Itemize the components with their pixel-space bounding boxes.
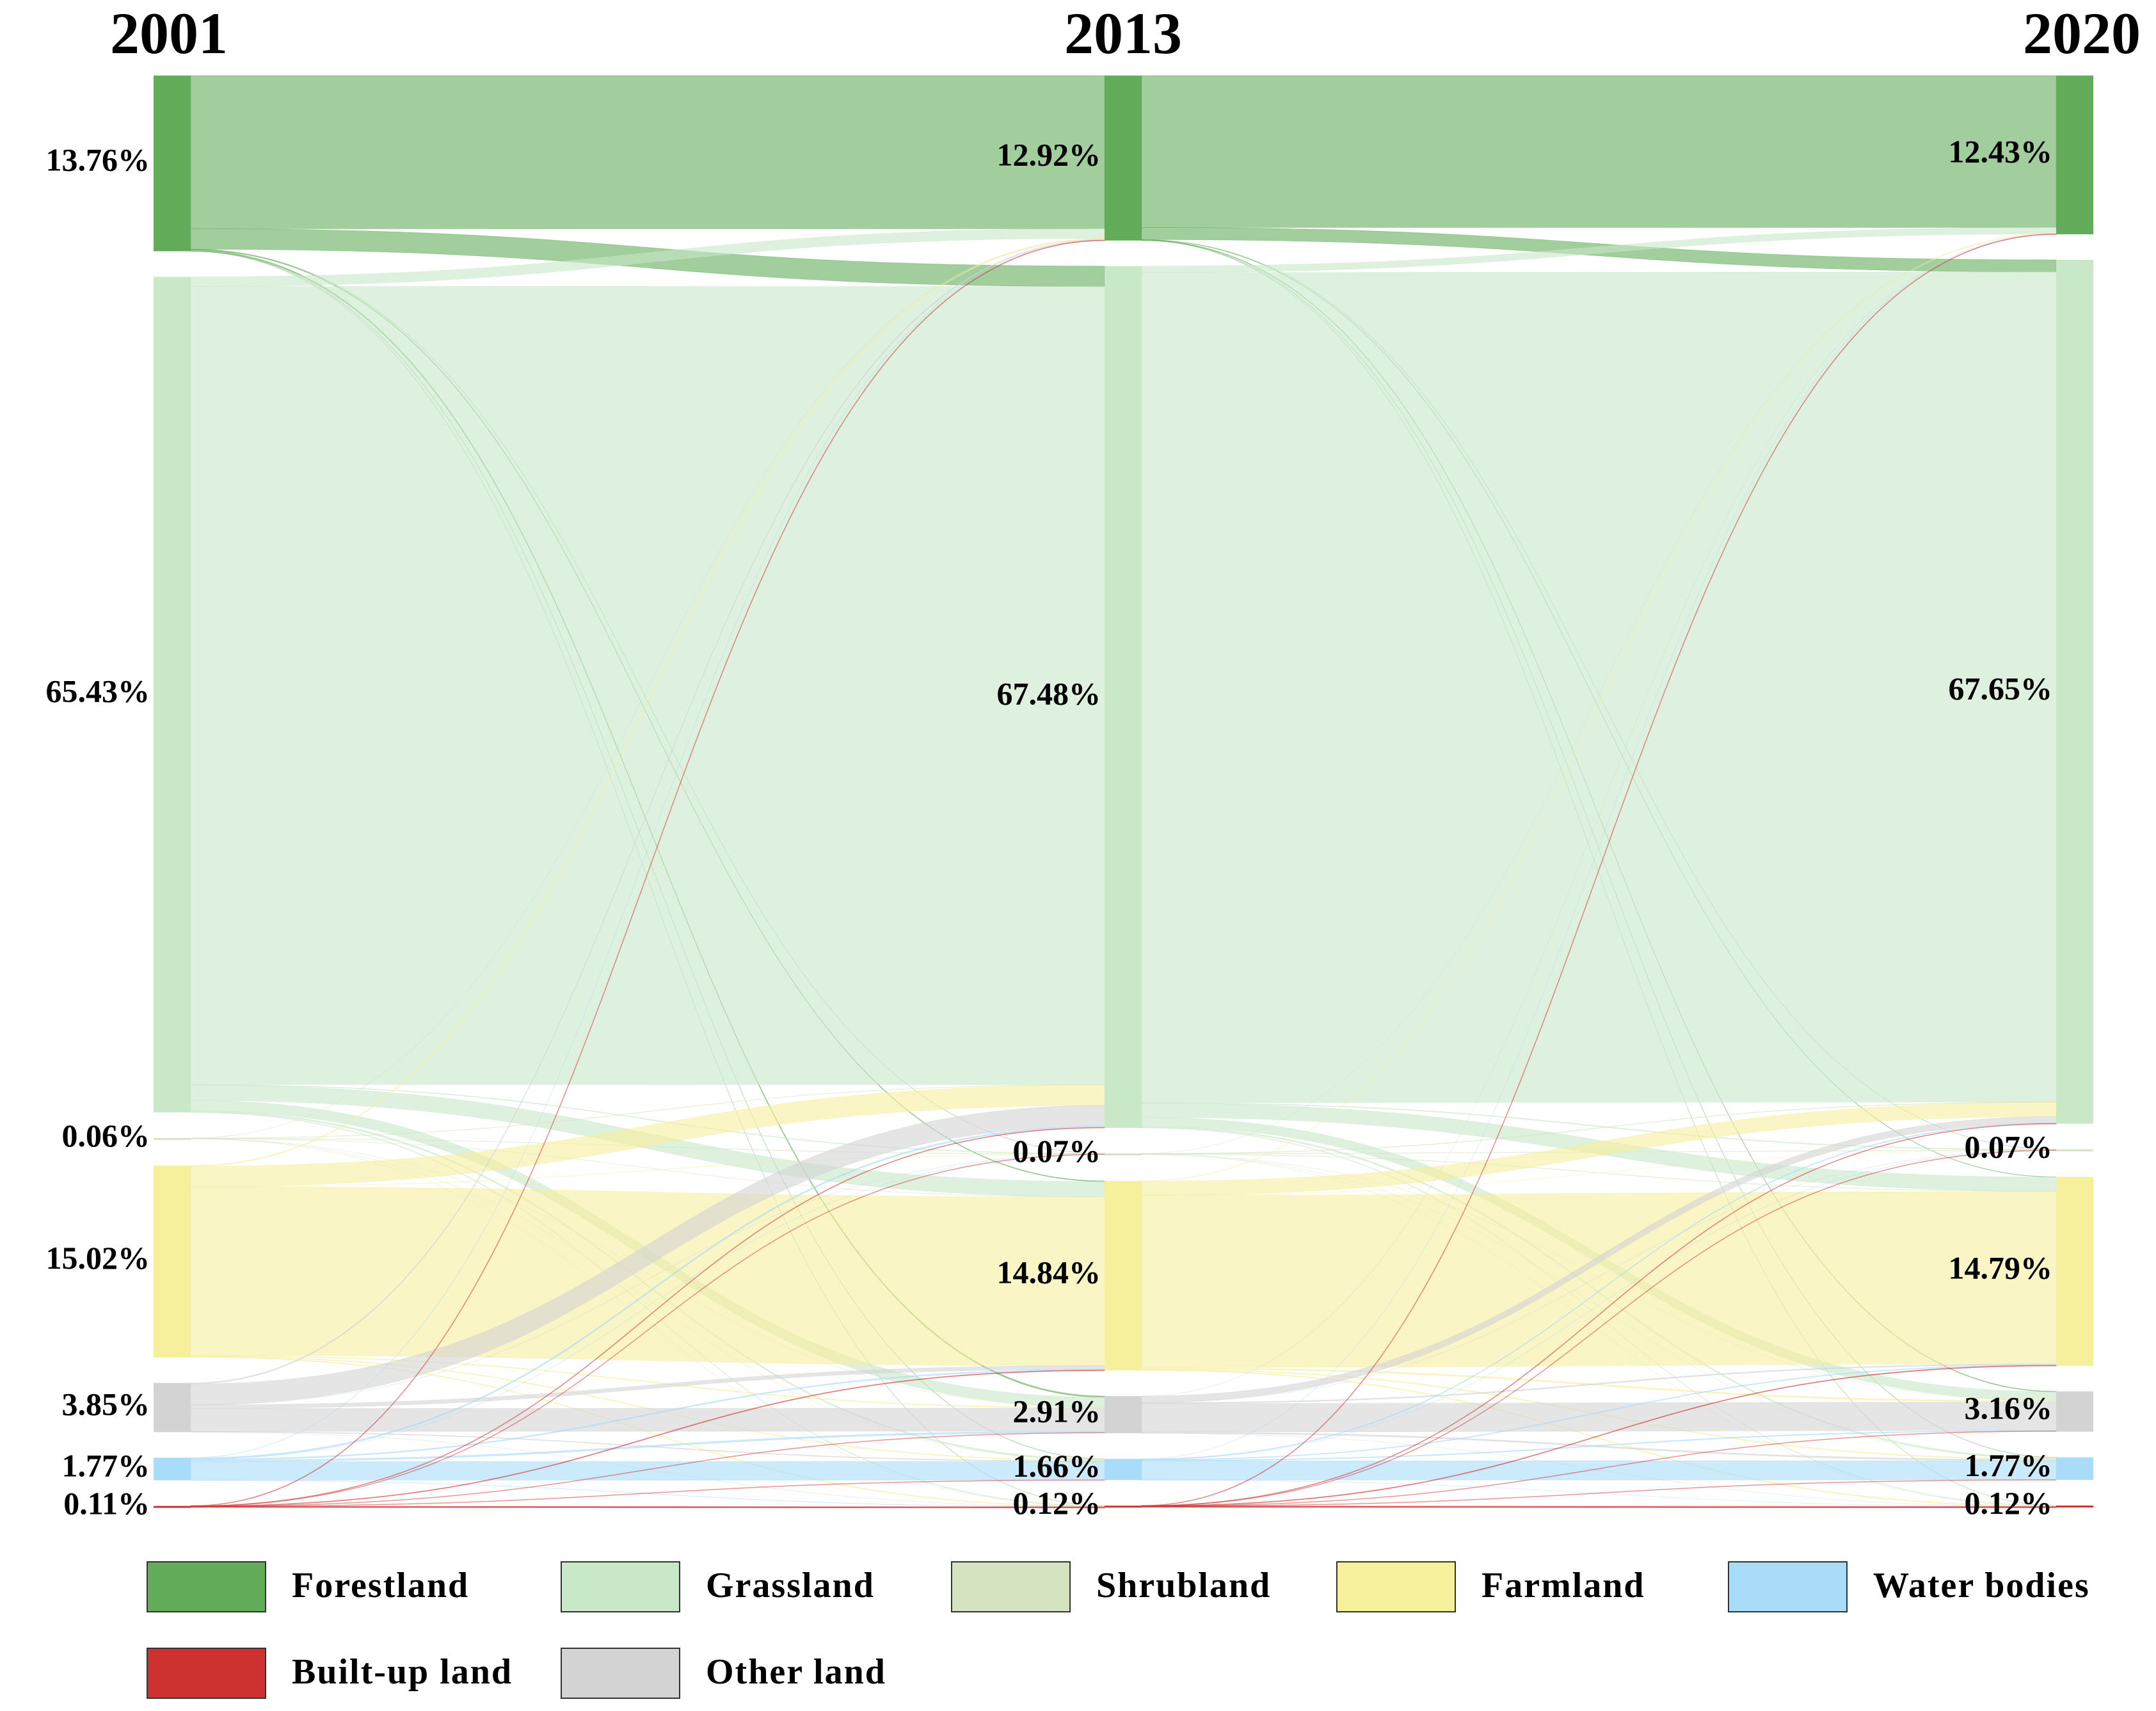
legend-swatch bbox=[147, 1648, 266, 1699]
flow-ribbon bbox=[1141, 1402, 2057, 1433]
node bbox=[1105, 1459, 1142, 1481]
node bbox=[154, 1458, 191, 1481]
value-label: 0.06% bbox=[62, 1118, 150, 1153]
value-label: 67.48% bbox=[997, 675, 1101, 711]
node bbox=[1105, 1153, 1142, 1155]
year-title: 2020 bbox=[2023, 1, 2141, 66]
node bbox=[2056, 1506, 2093, 1508]
node bbox=[154, 1165, 191, 1358]
year-title: 2013 bbox=[1064, 1, 1182, 66]
legend-label: Grassland bbox=[706, 1566, 875, 1605]
node bbox=[2056, 1177, 2093, 1366]
node bbox=[154, 76, 191, 252]
node bbox=[1105, 1180, 1142, 1371]
value-label: 13.76% bbox=[46, 142, 150, 178]
flow-ribbon bbox=[190, 1369, 1105, 1507]
legend-label: Forestland bbox=[292, 1566, 469, 1605]
flow-ribbon bbox=[1141, 1365, 2057, 1507]
node bbox=[2056, 1149, 2093, 1152]
legend-swatch bbox=[561, 1561, 680, 1612]
value-label: 1.66% bbox=[1013, 1448, 1101, 1484]
flow-ribbon bbox=[190, 1479, 1105, 1507]
flow-ribbon bbox=[1141, 271, 2057, 1103]
value-label: 12.43% bbox=[1949, 133, 2053, 169]
node bbox=[2056, 1457, 2093, 1481]
flow-ribbon bbox=[1141, 1460, 2057, 1481]
legend-swatch bbox=[561, 1648, 680, 1699]
value-label: 1.77% bbox=[62, 1447, 150, 1483]
value-label: 0.12% bbox=[1013, 1485, 1101, 1521]
flow-ribbon bbox=[1141, 1506, 2057, 1509]
node bbox=[154, 277, 191, 1113]
value-label: 1.77% bbox=[1965, 1447, 2053, 1483]
node bbox=[154, 1383, 191, 1433]
value-label: 0.11% bbox=[63, 1486, 150, 1522]
node bbox=[154, 1137, 191, 1140]
value-label: 67.65% bbox=[1949, 670, 2053, 706]
legend-label: Shrubland bbox=[1096, 1566, 1271, 1605]
value-label: 65.43% bbox=[46, 673, 150, 709]
legend-swatch bbox=[951, 1561, 1071, 1612]
value-label: 0.07% bbox=[1013, 1133, 1101, 1169]
legend-swatch bbox=[147, 1561, 266, 1612]
node bbox=[154, 1506, 191, 1508]
legend-label: Water bodies bbox=[1873, 1566, 2090, 1605]
flow-ribbon bbox=[1141, 1191, 2057, 1369]
value-label: 15.02% bbox=[46, 1240, 150, 1276]
legend-swatch bbox=[1728, 1561, 1848, 1612]
value-label: 14.79% bbox=[1949, 1250, 2053, 1286]
node bbox=[1105, 1506, 1142, 1508]
legend-label: Farmland bbox=[1481, 1566, 1645, 1605]
value-label: 3.16% bbox=[1965, 1390, 2053, 1426]
node bbox=[1105, 76, 1142, 241]
legend-label: Built-up land bbox=[292, 1652, 513, 1692]
node bbox=[2056, 76, 2093, 234]
legend-swatch bbox=[1336, 1561, 1456, 1612]
flows bbox=[190, 75, 2057, 1509]
value-label: 12.92% bbox=[997, 136, 1101, 172]
value-label: 2.91% bbox=[1013, 1394, 1101, 1429]
flow-ribbon bbox=[190, 1506, 1105, 1509]
node bbox=[1105, 266, 1142, 1128]
flow-ribbon bbox=[190, 75, 1105, 229]
legend: Forestland Grassland Shrubland Farmland Wate… bbox=[147, 1561, 2090, 1699]
node bbox=[2056, 1391, 2093, 1432]
labels: 200113.76%65.43%0.06%15.02%1.77%0.11%3.8… bbox=[46, 1, 2141, 1521]
flow-ribbon bbox=[190, 286, 1105, 1085]
value-label: 0.07% bbox=[1965, 1129, 2053, 1165]
legend-label: Other land bbox=[706, 1652, 886, 1692]
value-label: 3.85% bbox=[62, 1386, 150, 1422]
value-label: 0.12% bbox=[1965, 1485, 2053, 1521]
flow-ribbon bbox=[1141, 1123, 2057, 1507]
flow-ribbon bbox=[190, 1186, 1105, 1366]
flow-ribbon bbox=[190, 1461, 1105, 1481]
year-title: 2001 bbox=[110, 1, 228, 66]
value-label: 14.84% bbox=[997, 1254, 1101, 1290]
flow-ribbon bbox=[190, 1408, 1105, 1432]
nodes bbox=[154, 76, 2093, 1508]
node bbox=[2056, 259, 2093, 1124]
flow-ribbon bbox=[1141, 75, 2057, 228]
node bbox=[1105, 1396, 1142, 1434]
